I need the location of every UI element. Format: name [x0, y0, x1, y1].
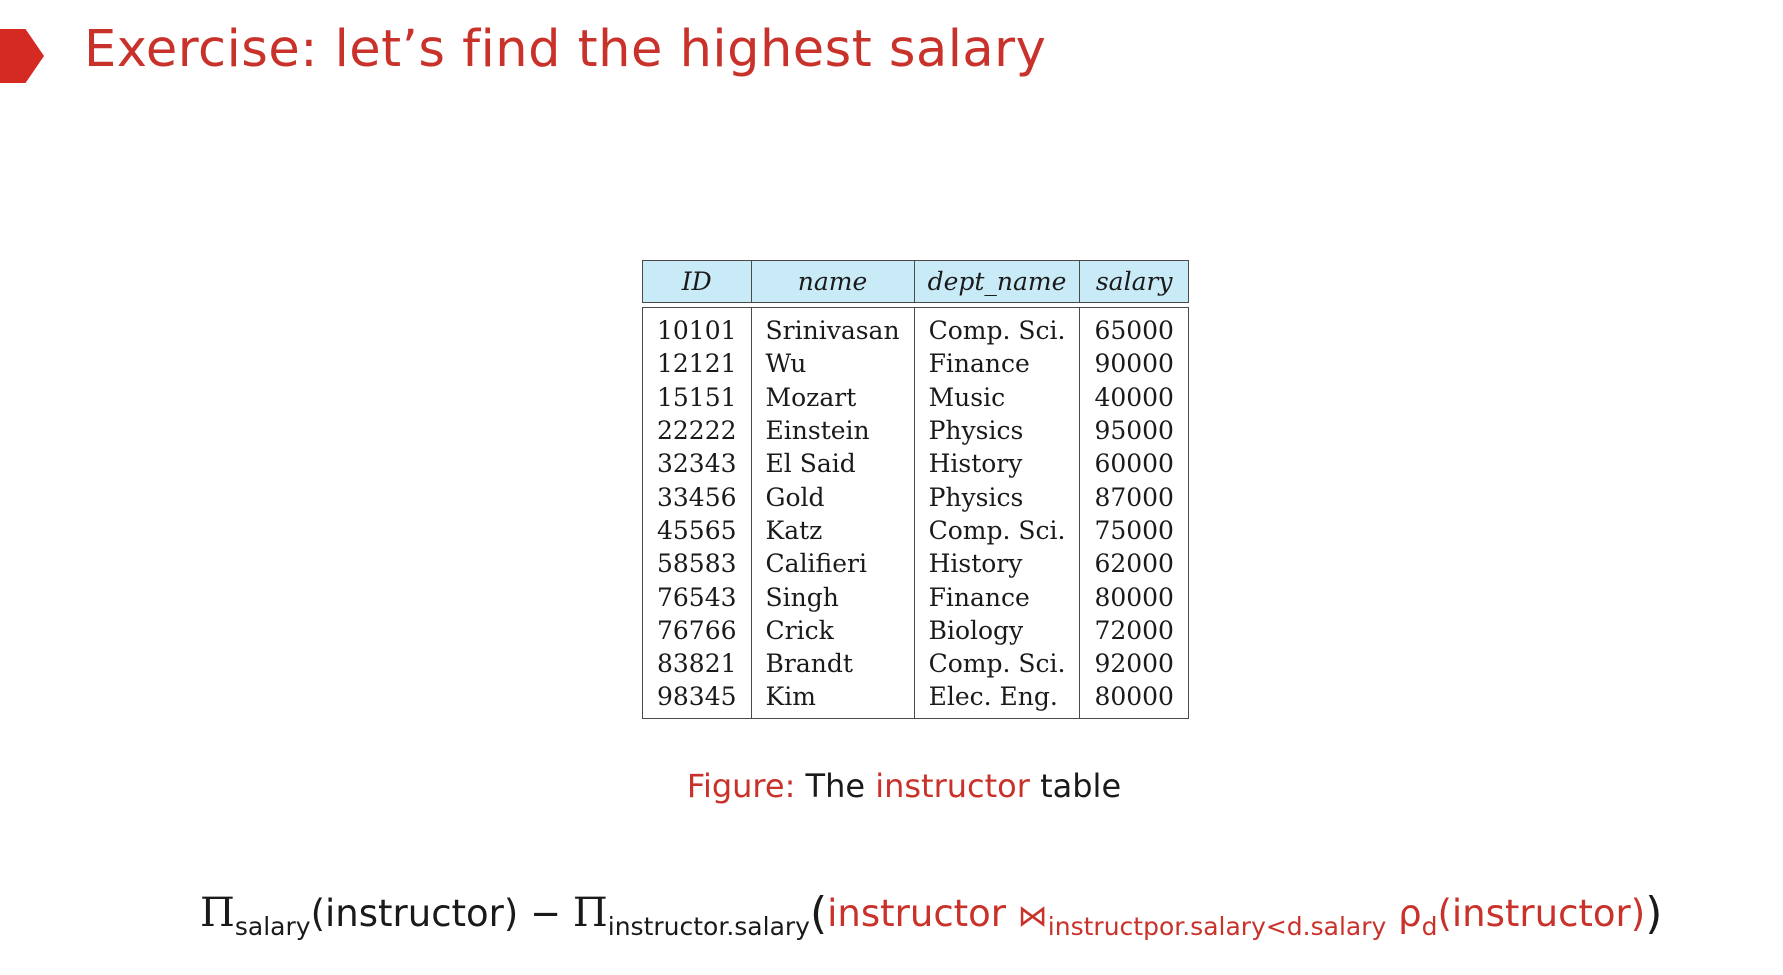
- cell-name: Katz: [750, 513, 915, 548]
- header-salary: salary: [1079, 260, 1189, 303]
- caption-post: table: [1040, 767, 1122, 805]
- cell-name: El Said: [750, 447, 915, 481]
- cell-dept-name: Biology: [913, 613, 1081, 647]
- cell-id: 76766: [642, 613, 752, 647]
- cell-id: 10101: [642, 307, 752, 348]
- table-row: 83821 Brandt Comp. Sci. 92000: [642, 646, 1189, 681]
- cell-name: Srinivasan: [750, 307, 915, 348]
- cell-dept-name: Finance: [913, 347, 1081, 381]
- header-id: ID: [642, 260, 752, 303]
- cell-name: Kim: [750, 680, 915, 719]
- caption-label: Figure:: [686, 767, 796, 805]
- cell-dept-name: Comp. Sci.: [913, 513, 1081, 548]
- header-separator: [642, 302, 1189, 308]
- cell-salary: 80000: [1079, 580, 1189, 614]
- header-dept-name: dept_name: [913, 260, 1081, 303]
- title-marker: [0, 29, 44, 83]
- join-condition: instructpor.salary<d.salary: [1047, 912, 1387, 941]
- cell-id: 33456: [642, 480, 752, 514]
- join-left-relation: instructor: [827, 892, 1007, 935]
- cell-name: Gold: [750, 480, 915, 514]
- projection-subscript: salary: [234, 912, 311, 941]
- cell-dept-name: Elec. Eng.: [913, 680, 1081, 719]
- cell-name: Crick: [750, 613, 915, 647]
- cell-dept-name: History: [913, 547, 1081, 581]
- cell-name: Mozart: [750, 380, 915, 414]
- join-symbol: ⋈: [1017, 899, 1048, 934]
- projection-argument: (instructor): [310, 892, 519, 935]
- projection-symbol: Π: [200, 890, 235, 936]
- cell-id: 58583: [642, 547, 752, 581]
- table-row: 58583 Califieri History 62000: [642, 547, 1189, 581]
- cell-salary: 65000: [1079, 307, 1189, 348]
- cell-salary: 87000: [1079, 480, 1189, 514]
- slide-title: Exercise: let’s find the highest salary: [84, 20, 1047, 79]
- header-name: name: [750, 260, 915, 303]
- cell-name: Singh: [750, 580, 915, 614]
- cell-dept-name: Physics: [913, 413, 1081, 448]
- table-row: 32343 El Said History 60000: [642, 447, 1189, 481]
- table-row: 22222 Einstein Physics 95000: [642, 413, 1189, 448]
- open-paren: (: [809, 888, 828, 939]
- cell-id: 15151: [642, 380, 752, 414]
- caption-highlight: instructor: [875, 767, 1030, 805]
- cell-salary: 72000: [1079, 613, 1189, 647]
- rename-symbol: ρ: [1398, 892, 1422, 935]
- cell-dept-name: Comp. Sci.: [913, 307, 1081, 348]
- cell-name: Wu: [750, 347, 915, 381]
- projection-symbol-2: Π: [572, 890, 608, 936]
- cell-salary: 75000: [1079, 513, 1189, 548]
- instructor-table-container: ID name dept_name salary 10101 Srinivasan…: [642, 260, 1189, 719]
- table-row: 98345 Kim Elec. Eng. 80000: [642, 680, 1189, 719]
- cell-name: Brandt: [750, 646, 915, 681]
- table-header-row: ID name dept_name salary: [642, 260, 1189, 303]
- projection-subscript-2: instructor.salary: [607, 912, 810, 941]
- table-row: 76766 Crick Biology 72000: [642, 613, 1189, 647]
- cell-id: 45565: [642, 513, 752, 548]
- cell-dept-name: History: [913, 447, 1081, 481]
- cell-id: 12121: [642, 347, 752, 381]
- table-row: 12121 Wu Finance 90000: [642, 347, 1189, 381]
- cell-id: 83821: [642, 646, 752, 681]
- cell-salary: 92000: [1079, 646, 1189, 681]
- table-row: 33456 Gold Physics 87000: [642, 480, 1189, 514]
- close-paren: ): [1645, 888, 1663, 939]
- cell-salary: 62000: [1079, 547, 1189, 581]
- cell-salary: 90000: [1079, 347, 1189, 381]
- rename-subscript: d: [1421, 912, 1438, 941]
- figure-caption: Figure: The instructor table: [105, 767, 1703, 805]
- minus-operator: −: [530, 892, 562, 935]
- cell-dept-name: Finance: [913, 580, 1081, 614]
- cell-id: 32343: [642, 447, 752, 481]
- table-row: 10101 Srinivasan Comp. Sci. 65000: [642, 307, 1189, 348]
- cell-dept-name: Physics: [913, 480, 1081, 514]
- join-right-relation: (instructor): [1437, 892, 1646, 935]
- cell-salary: 80000: [1079, 680, 1189, 719]
- cell-dept-name: Music: [913, 380, 1081, 414]
- instructor-table: ID name dept_name salary 10101 Srinivasan…: [642, 260, 1189, 719]
- cell-name: Einstein: [750, 413, 915, 448]
- cell-salary: 95000: [1079, 413, 1189, 448]
- cell-dept-name: Comp. Sci.: [913, 646, 1081, 681]
- cell-salary: 60000: [1079, 447, 1189, 481]
- cell-id: 98345: [642, 680, 752, 719]
- caption-pre: The: [805, 767, 866, 805]
- table-row: 76543 Singh Finance 80000: [642, 580, 1189, 614]
- table-body: 10101 Srinivasan Comp. Sci. 65000 12121 Wu Fin…: [642, 307, 1189, 719]
- table-row: 45565 Katz Comp. Sci. 75000: [642, 513, 1189, 548]
- cell-id: 22222: [642, 413, 752, 448]
- cell-name: Califieri: [750, 547, 915, 581]
- relational-algebra-formula: Πsalary(instructor) − Πinstructor.salary…: [200, 888, 1662, 941]
- cell-salary: 40000: [1079, 380, 1189, 414]
- cell-id: 76543: [642, 580, 752, 614]
- table-row: 15151 Mozart Music 40000: [642, 380, 1189, 414]
